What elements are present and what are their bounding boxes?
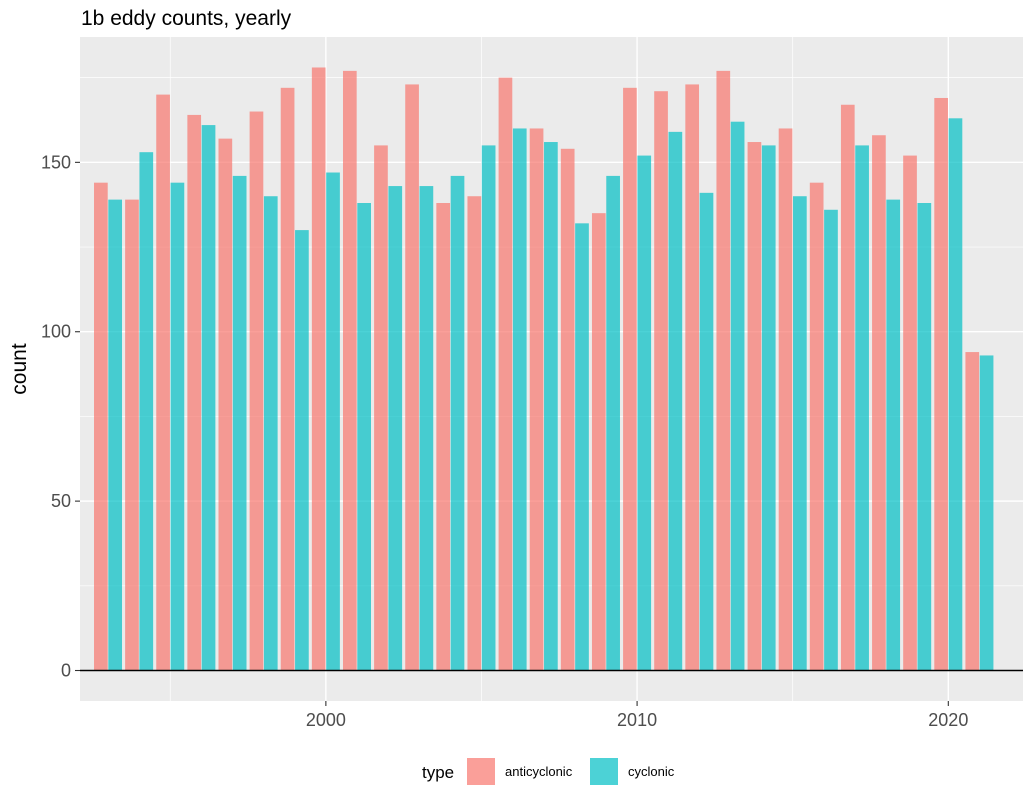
bar-anticyclonic-2013	[716, 70, 731, 671]
bar-cyclonic-2005	[481, 145, 496, 671]
bar-anticyclonic-2020	[934, 97, 948, 671]
bar-cyclonic-2006	[512, 128, 527, 671]
bar-cyclonic-2009	[606, 175, 620, 671]
bar-cyclonic-2004	[450, 175, 465, 671]
y-tick-label: 50	[51, 491, 71, 511]
bar-anticyclonic-2011	[654, 91, 668, 671]
bar-anticyclonic-2000	[311, 67, 326, 671]
bar-anticyclonic-1996	[187, 114, 202, 671]
bar-cyclonic-2001	[357, 203, 371, 671]
bar-cyclonic-2016	[824, 209, 838, 671]
y-tick-label: 100	[41, 322, 71, 342]
bar-cyclonic-2007	[544, 142, 558, 671]
bar-cyclonic-2012	[699, 192, 714, 671]
legend-title: type	[422, 763, 454, 782]
bar-anticyclonic-2019	[903, 155, 917, 671]
bar-cyclonic-2013	[730, 121, 745, 671]
bar-cyclonic-2000	[326, 172, 340, 671]
bar-anticyclonic-2021	[965, 352, 980, 671]
y-tick-label: 150	[41, 152, 71, 172]
bar-cyclonic-2018	[886, 199, 901, 671]
bar-anticyclonic-1998	[249, 111, 264, 671]
bar-cyclonic-2014	[761, 145, 776, 671]
bar-anticyclonic-1997	[218, 138, 233, 671]
bar-cyclonic-1994	[139, 152, 154, 671]
bar-anticyclonic-2003	[405, 84, 419, 671]
bar-cyclonic-2015	[793, 196, 807, 671]
x-tick-label: 2000	[306, 710, 346, 730]
bar-anticyclonic-2008	[560, 148, 575, 671]
bar-anticyclonic-2015	[778, 128, 793, 671]
legend-label-anticyclonic: anticyclonic	[505, 764, 573, 779]
bar-cyclonic-2010	[637, 155, 652, 671]
bar-cyclonic-2003	[419, 186, 434, 671]
bar-anticyclonic-1994	[125, 199, 139, 671]
bar-anticyclonic-2014	[747, 142, 762, 671]
legend: type anticyclonic cyclonic	[422, 758, 675, 785]
x-tick-label: 2010	[617, 710, 657, 730]
bar-cyclonic-2021	[979, 355, 994, 671]
bar-anticyclonic-2017	[840, 104, 855, 671]
bar-cyclonic-2017	[855, 145, 869, 671]
bar-cyclonic-1998	[263, 196, 278, 671]
bar-anticyclonic-2007	[529, 128, 544, 671]
bar-cyclonic-1996	[201, 125, 216, 671]
bar-anticyclonic-1999	[280, 87, 295, 671]
bar-cyclonic-1999	[295, 230, 309, 671]
bar-anticyclonic-2009	[591, 213, 606, 671]
bar-anticyclonic-2010	[623, 87, 637, 671]
bar-cyclonic-1995	[170, 182, 185, 671]
bar-anticyclonic-2001	[342, 70, 357, 671]
bar-cyclonic-2002	[388, 186, 403, 671]
y-axis-label: count	[8, 343, 31, 395]
bar-cyclonic-1993	[108, 199, 123, 671]
bar-anticyclonic-2005	[467, 196, 482, 671]
bar-anticyclonic-2018	[872, 135, 886, 671]
bar-anticyclonic-2004	[436, 203, 451, 671]
bar-anticyclonic-2012	[685, 84, 700, 671]
y-tick-label: 0	[61, 661, 71, 681]
y-axis: 0 50 100 150	[41, 152, 80, 681]
bar-cyclonic-2019	[917, 203, 932, 671]
bar-cyclonic-2008	[575, 223, 589, 671]
bars	[94, 67, 994, 671]
bar-cyclonic-2020	[948, 118, 963, 671]
legend-key-anticyclonic	[467, 758, 495, 785]
bar-anticyclonic-2002	[374, 145, 388, 671]
x-tick-label: 2020	[928, 710, 968, 730]
bar-anticyclonic-2006	[498, 77, 513, 671]
bar-anticyclonic-2016	[809, 182, 824, 671]
x-axis: 2000 2010 2020	[306, 701, 968, 730]
bar-anticyclonic-1995	[156, 94, 170, 671]
bar-cyclonic-1997	[232, 175, 247, 671]
chart-title: 1b eddy counts, yearly	[81, 7, 292, 30]
legend-key-cyclonic	[590, 758, 618, 785]
legend-label-cyclonic: cyclonic	[628, 764, 675, 779]
bar-anticyclonic-1993	[94, 182, 108, 671]
bar-cyclonic-2011	[668, 131, 683, 671]
